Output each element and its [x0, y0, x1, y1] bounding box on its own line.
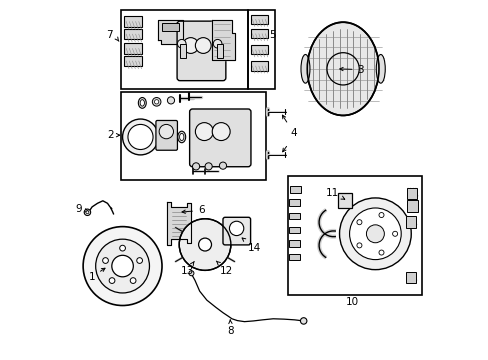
Circle shape	[154, 100, 159, 104]
Circle shape	[179, 219, 230, 270]
Circle shape	[83, 226, 162, 306]
Text: 10: 10	[345, 297, 358, 307]
Circle shape	[112, 255, 133, 277]
Bar	[287, 176, 421, 295]
FancyBboxPatch shape	[124, 29, 142, 40]
FancyBboxPatch shape	[124, 16, 142, 27]
Bar	[162, 23, 179, 31]
Ellipse shape	[306, 22, 378, 116]
Circle shape	[356, 220, 361, 225]
FancyBboxPatch shape	[250, 45, 267, 54]
Text: 2: 2	[107, 130, 113, 140]
Text: 6: 6	[182, 206, 204, 216]
Circle shape	[159, 125, 173, 139]
FancyBboxPatch shape	[189, 109, 250, 167]
Circle shape	[120, 245, 125, 251]
Bar	[405, 216, 415, 228]
Text: 12: 12	[216, 261, 233, 276]
Circle shape	[378, 250, 383, 255]
FancyBboxPatch shape	[250, 61, 267, 71]
Text: 5: 5	[269, 30, 276, 40]
Ellipse shape	[140, 100, 144, 106]
Bar	[289, 240, 300, 247]
Circle shape	[349, 208, 400, 260]
Bar	[289, 254, 300, 260]
Ellipse shape	[178, 131, 185, 143]
Text: 9: 9	[76, 204, 88, 214]
Circle shape	[152, 98, 161, 106]
Bar	[289, 199, 300, 206]
Text: 8: 8	[227, 320, 234, 336]
Text: 11: 11	[325, 188, 344, 199]
Circle shape	[392, 231, 397, 236]
Circle shape	[177, 40, 185, 48]
Circle shape	[300, 318, 306, 324]
FancyBboxPatch shape	[124, 55, 142, 66]
Circle shape	[229, 221, 244, 235]
FancyBboxPatch shape	[124, 43, 142, 54]
Circle shape	[219, 162, 226, 169]
FancyBboxPatch shape	[223, 217, 250, 245]
Circle shape	[356, 243, 361, 248]
Bar	[338, 193, 351, 208]
Circle shape	[195, 38, 211, 53]
Ellipse shape	[179, 134, 183, 140]
Circle shape	[204, 163, 212, 170]
Circle shape	[339, 198, 410, 270]
Polygon shape	[158, 21, 183, 44]
Bar	[406, 188, 416, 199]
Bar	[405, 272, 415, 283]
FancyBboxPatch shape	[250, 29, 267, 39]
FancyBboxPatch shape	[250, 15, 267, 24]
Circle shape	[378, 212, 383, 217]
FancyBboxPatch shape	[156, 121, 177, 150]
Polygon shape	[212, 21, 234, 60]
Text: 13: 13	[180, 261, 194, 276]
Circle shape	[366, 225, 384, 243]
Circle shape	[195, 123, 213, 140]
Text: 14: 14	[242, 238, 261, 253]
Circle shape	[213, 40, 222, 48]
Text: 3: 3	[339, 64, 364, 75]
Circle shape	[84, 209, 90, 216]
Circle shape	[96, 239, 149, 293]
Circle shape	[198, 238, 211, 251]
Circle shape	[102, 258, 108, 264]
Text: 1: 1	[89, 268, 105, 282]
Ellipse shape	[301, 54, 309, 83]
Circle shape	[137, 258, 142, 264]
Bar	[180, 44, 186, 58]
Text: 7: 7	[106, 30, 112, 40]
Circle shape	[183, 38, 198, 53]
Polygon shape	[167, 202, 190, 244]
Bar	[289, 226, 300, 233]
Ellipse shape	[138, 98, 146, 108]
Circle shape	[212, 123, 230, 140]
Ellipse shape	[376, 54, 385, 83]
Circle shape	[130, 278, 136, 283]
Bar	[121, 92, 265, 180]
Circle shape	[192, 163, 199, 170]
Circle shape	[86, 211, 89, 214]
Bar	[247, 10, 274, 89]
Bar	[289, 213, 300, 220]
Circle shape	[109, 278, 115, 283]
Circle shape	[167, 97, 174, 104]
Circle shape	[122, 119, 158, 155]
Text: 4: 4	[290, 129, 296, 138]
Circle shape	[128, 125, 153, 149]
Bar	[216, 44, 223, 58]
Bar	[289, 186, 300, 193]
Circle shape	[188, 271, 194, 276]
FancyBboxPatch shape	[177, 21, 225, 81]
Bar	[121, 10, 247, 89]
Bar	[407, 200, 417, 212]
